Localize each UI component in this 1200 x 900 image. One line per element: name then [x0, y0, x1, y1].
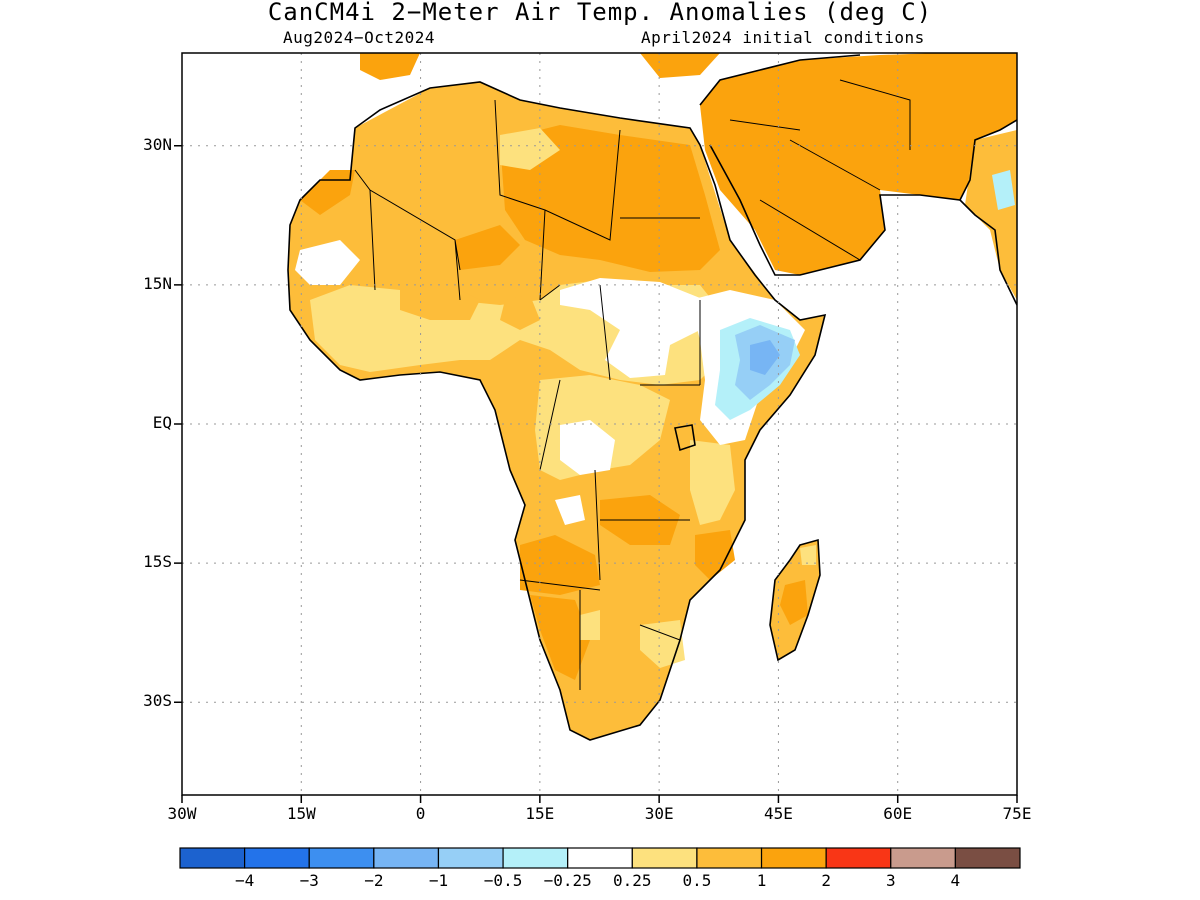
x-tick-label: 30E	[644, 804, 674, 823]
colorbar-label: −1	[428, 871, 449, 890]
lakechad-2c	[455, 225, 520, 270]
colorbar	[179, 847, 1021, 869]
colorbar-swatch	[437, 847, 504, 869]
mozambique-2c	[695, 530, 735, 580]
horn-minus-1	[750, 340, 780, 375]
border-lines	[354, 79, 911, 690]
colorbar-swatch	[825, 847, 892, 869]
colorbar-swatch	[760, 847, 827, 869]
east-africa-0-5	[690, 440, 735, 525]
x-tick-label: 45E	[763, 804, 793, 823]
colorbar-swatch	[308, 847, 375, 869]
x-tick-label: 0	[415, 804, 426, 823]
x-tick-label: 30W	[167, 804, 197, 823]
y-tick-label: 30N	[143, 134, 172, 154]
colorbar-label: 1	[756, 871, 767, 890]
colorbar-label: −4	[234, 871, 255, 890]
initial-conditions: April2024 initial conditions	[641, 28, 925, 47]
northwest-1c	[420, 90, 495, 130]
colorbar-label: 3	[885, 871, 896, 890]
colorbar-swatch	[890, 847, 956, 869]
country-borders	[354, 79, 911, 690]
axis-ticks	[174, 145, 1018, 803]
anomaly-fields	[288, 53, 1017, 740]
colorbar-swatch	[696, 847, 763, 869]
x-tick-label: 60E	[883, 804, 913, 823]
y-tick-label: 15S	[143, 552, 172, 572]
europe-anomaly-region	[360, 53, 720, 80]
arabia-anomaly-region	[700, 53, 1017, 275]
congo-neutral	[555, 420, 615, 525]
namibia-2c	[530, 595, 590, 680]
libya-0-5	[500, 128, 560, 170]
colorbar-label: 0.25	[613, 871, 652, 890]
sudan-neutral	[560, 278, 700, 378]
colorbar-swatch	[954, 847, 1021, 869]
colorbar-swatch	[373, 847, 440, 869]
colorbar-swatch	[179, 847, 246, 869]
colorbar-label: −2	[364, 871, 384, 890]
colorbar-label: 2	[821, 871, 831, 890]
madagascar-coastline	[769, 538, 821, 662]
lake-victoria	[674, 424, 696, 452]
y-tick-label: 15N	[143, 273, 172, 293]
india-coastline	[959, 199, 1017, 306]
west-sahara-2c	[300, 170, 355, 215]
arabia-coastline	[699, 54, 1017, 276]
x-tick-label: 15W	[286, 804, 316, 823]
sahara-2c	[500, 125, 720, 272]
madagascar-0-5	[800, 545, 816, 565]
colorbar-label: −0.25	[543, 871, 592, 890]
colorbar-label: −0.5	[483, 871, 523, 890]
colorbar-label: 0.5	[682, 871, 712, 890]
x-tick-label: 15E	[525, 804, 555, 823]
forecast-period: Aug2024−Oct2024	[283, 28, 435, 47]
graticule	[181, 53, 1018, 795]
colorbar-swatch	[631, 847, 698, 869]
colorbar-label: −3	[299, 871, 319, 890]
india-minus-0-25	[992, 170, 1015, 210]
y-tick-label: EQ	[152, 413, 172, 432]
colorbar-swatch	[502, 847, 569, 869]
colorbar-label: 4	[950, 871, 961, 890]
madagascar-2c	[780, 580, 808, 625]
colorbar-swatch	[244, 847, 310, 869]
senegal-neutral	[295, 240, 360, 285]
y-tick-label: 30S	[143, 691, 172, 711]
sahel-1c	[400, 285, 540, 330]
x-tick-label: 75E	[1002, 804, 1032, 823]
colorbar-swatch	[567, 847, 633, 869]
map-title: CanCM4i 2−Meter Air Temp. Anomalies (deg…	[267, 0, 933, 26]
